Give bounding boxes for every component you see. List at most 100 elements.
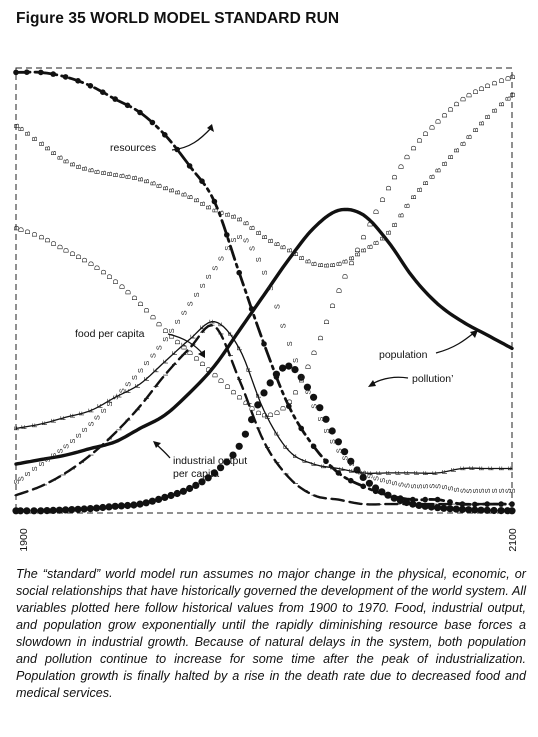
annotation-layer: 1900 2100 resources food per capita popu… [18, 124, 519, 552]
point-services-per-capita-27: S [179, 310, 188, 315]
point-birth-rate-69: B [440, 161, 449, 166]
point-food-per-capita-44: F [421, 470, 430, 475]
point-death-rate-37: D [241, 400, 250, 406]
point-services-per-capita-39: S [254, 257, 263, 262]
point-pollution-26 [173, 489, 181, 498]
point-birth-rate-23: B [155, 183, 164, 188]
arrowhead-food-per-capita [198, 350, 205, 358]
point-services-per-capita-69: S [440, 485, 449, 490]
point-pollution-53 [341, 448, 349, 456]
point-death-rate-53: D [341, 273, 350, 279]
point-death-rate-29: D [192, 355, 201, 361]
point-services-per-capita-75: S [477, 488, 486, 493]
point-services-per-capita-54: S [347, 461, 356, 466]
point-pollution-9 [68, 506, 76, 514]
point-birth-rate-73: B [465, 134, 474, 139]
point-pollution-40 [260, 389, 268, 397]
point-birth-rate-42: B [272, 242, 281, 247]
point-services-per-capita-36: S [235, 235, 244, 240]
point-services-per-capita-59: S [378, 478, 387, 483]
point-industrial-output-per-capita-21: I [207, 324, 216, 326]
point-birth-rate-79: B [504, 96, 513, 101]
point-death-rate-5: D [43, 237, 52, 243]
point-birth-rate-15: B [105, 171, 114, 176]
point-death-rate-68: D [434, 118, 443, 124]
point-death-rate-25: D [167, 333, 176, 339]
point-birth-rate-0: B [12, 123, 21, 128]
point-birth-rate-80: B [508, 92, 517, 97]
point-food-per-capita-9: F [96, 403, 105, 408]
point-services-per-capita-29: S [192, 292, 201, 297]
annotation-industrial-output-line2: per capita [173, 468, 219, 480]
point-industrial-output-per-capita-26: I [254, 427, 263, 429]
point-services-per-capita-20: S [136, 368, 145, 373]
point-birth-rate-45: B [291, 252, 300, 257]
point-birth-rate-63: B [403, 203, 412, 208]
point-pollution-55 [353, 466, 361, 474]
point-pollution-36 [235, 442, 243, 450]
point-pollution-47 [303, 383, 311, 391]
point-death-rate-78: D [497, 77, 506, 83]
point-birth-rate-6: B [49, 151, 58, 156]
arrowhead-resources [207, 124, 214, 132]
point-birth-rate-57: B [365, 244, 374, 249]
point-pollution-31 [204, 474, 212, 482]
point-death-rate-0: D [12, 225, 21, 231]
point-death-rate-65: D [415, 137, 424, 143]
point-food-per-capita-17: F [170, 350, 179, 355]
point-resources-23 [298, 425, 305, 432]
point-death-rate-34: D [223, 383, 232, 389]
point-pollution-21 [142, 499, 150, 507]
point-pollution-57 [365, 479, 373, 487]
point-pollution-22 [148, 497, 156, 505]
point-food-per-capita-15: F [152, 368, 161, 373]
point-industrial-output-per-capita-36: I [347, 501, 356, 503]
point-industrial-output-per-capita-31: I [300, 489, 309, 491]
point-resources-19 [248, 306, 255, 312]
x-tick-label-start: 1900 [18, 528, 30, 552]
point-resources-10 [137, 109, 143, 116]
point-pollution-20 [136, 500, 144, 508]
point-industrial-output-per-capita-37: I [356, 503, 365, 505]
point-services-per-capita-41: S [266, 286, 275, 291]
point-food-per-capita-6: F [68, 413, 77, 418]
point-death-rate-66: D [421, 130, 430, 136]
point-pollution-61 [390, 494, 398, 502]
point-industrial-output-per-capita-13: I [133, 409, 142, 411]
point-resources-36 [459, 501, 466, 507]
point-pollution-49 [316, 404, 324, 412]
annotation-population: population [379, 349, 428, 361]
point-pollution-19 [130, 501, 138, 509]
point-birth-rate-61: B [390, 222, 399, 227]
point-industrial-output-per-capita-23: I [226, 354, 235, 356]
point-resources-38 [484, 501, 491, 507]
point-food-per-capita-50: F [477, 466, 486, 471]
point-food-per-capita-3: F [40, 421, 49, 426]
x-tick-label-end: 2100 [507, 528, 519, 552]
point-resources-5 [75, 78, 81, 84]
point-death-rate-27: D [179, 344, 188, 350]
point-death-rate-69: D [440, 112, 449, 118]
point-services-per-capita-48: S [310, 404, 319, 409]
point-birth-rate-33: B [217, 210, 226, 215]
point-birth-rate-50: B [322, 263, 331, 268]
point-birth-rate-30: B [198, 201, 207, 206]
point-pollution-73 [465, 506, 473, 514]
point-pollution-16 [111, 502, 119, 510]
point-birth-rate-58: B [372, 240, 381, 245]
point-death-rate-4: D [37, 234, 46, 240]
point-food-per-capita-18: F [179, 342, 188, 347]
point-food-per-capita-34: F [328, 465, 337, 470]
point-services-per-capita-33: S [217, 256, 226, 261]
point-death-rate-62: D [396, 163, 405, 169]
point-services-per-capita-71: S [452, 487, 461, 492]
arrow-population [435, 331, 476, 354]
point-resources-39 [498, 501, 504, 507]
point-services-per-capita-30: S [198, 283, 207, 288]
point-pollution-14 [99, 503, 107, 512]
plot-frame [15, 67, 513, 514]
point-pollution-8 [62, 506, 70, 514]
point-death-rate-1: D [17, 226, 26, 232]
point-pollution-4 [37, 507, 45, 515]
point-pollution-38 [248, 416, 256, 424]
